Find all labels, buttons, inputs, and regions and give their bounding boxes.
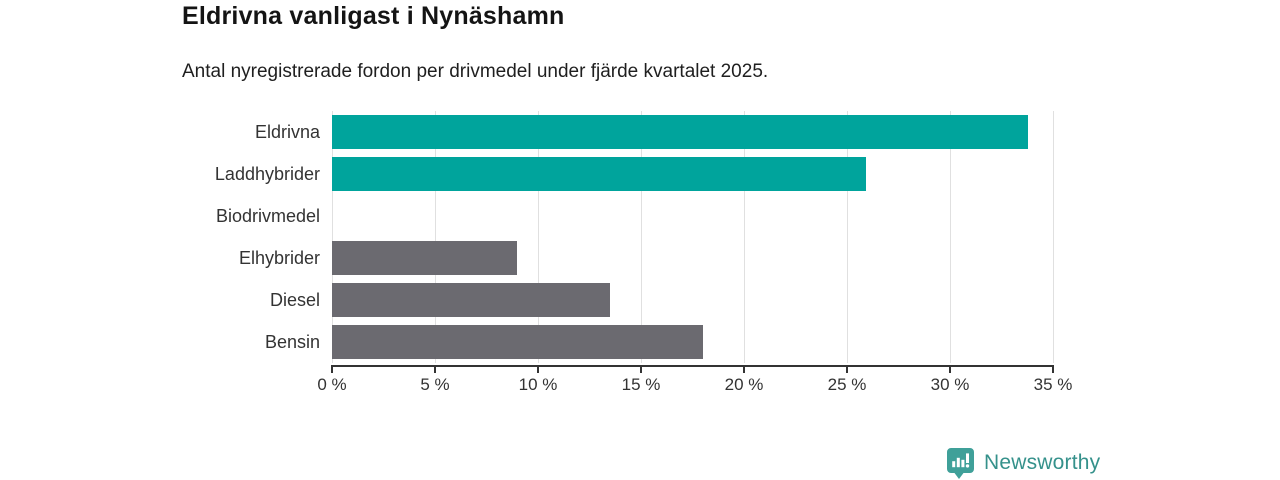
category-label: Bensin — [264, 332, 320, 352]
x-axis-tick — [743, 367, 745, 373]
gridline — [950, 111, 951, 363]
x-axis-tick-label: 30 % — [930, 375, 970, 394]
bar-laddhybrider — [332, 157, 866, 191]
gridline — [641, 111, 642, 363]
chart-title: Eldrivna vanligast i Nynäshamn — [182, 2, 565, 30]
x-axis-tick-label: 10 % — [518, 375, 558, 394]
gridline — [538, 111, 539, 363]
bar-elhybrider — [332, 241, 518, 275]
x-axis-line — [331, 365, 1054, 367]
category-label: Diesel — [269, 290, 320, 310]
plot-area: Eldrivna Laddhybrider Biodrivmedel Elhybrid… — [215, 111, 1054, 363]
category-label: Laddhybrider — [214, 164, 320, 184]
bar-eldrivna — [332, 115, 1029, 149]
x-axis-tick — [949, 367, 951, 373]
bar-diesel — [332, 283, 611, 317]
x-axis-tick-label: 20 % — [724, 375, 764, 394]
category-label: Eldrivna — [254, 122, 320, 142]
bar-row: Biodrivmedel — [216, 195, 1053, 237]
bar-row: Bensin — [265, 321, 1053, 363]
gridline — [744, 111, 745, 363]
gridline — [332, 111, 333, 363]
x-axis-tick — [640, 367, 642, 373]
gridline — [435, 111, 436, 363]
x-axis-tick-label: 35 % — [1033, 375, 1073, 394]
x-axis-tick-label: 5 % — [420, 375, 450, 394]
x-axis-tick-label: 15 % — [621, 375, 661, 394]
gridline — [847, 111, 848, 363]
gridline — [1053, 111, 1054, 363]
x-axis-tick-label: 25 % — [827, 375, 867, 394]
category-label: Biodrivmedel — [215, 206, 320, 226]
chart-subtitle: Antal nyregistrerade fordon per drivmede… — [182, 61, 769, 82]
newsworthy-chart-pin-icon — [947, 448, 974, 479]
bar-row: Diesel — [270, 279, 1053, 321]
x-axis-tick — [331, 367, 333, 373]
newsworthy-logo-text: Newsworthy — [984, 451, 1101, 474]
bar-row: Eldrivna — [255, 111, 1053, 153]
bar-row: Laddhybrider — [215, 153, 1053, 195]
x-axis-tick-label: 0 % — [317, 375, 347, 394]
x-axis-tick — [846, 367, 848, 373]
bar-row: Elhybrider — [239, 237, 1053, 279]
bar-bensin — [332, 325, 703, 359]
x-axis-tick — [434, 367, 436, 373]
category-label: Elhybrider — [238, 248, 320, 268]
x-axis-tick — [537, 367, 539, 373]
newsworthy-logo: Newsworthy — [946, 447, 1100, 479]
x-axis-tick — [1052, 367, 1054, 373]
